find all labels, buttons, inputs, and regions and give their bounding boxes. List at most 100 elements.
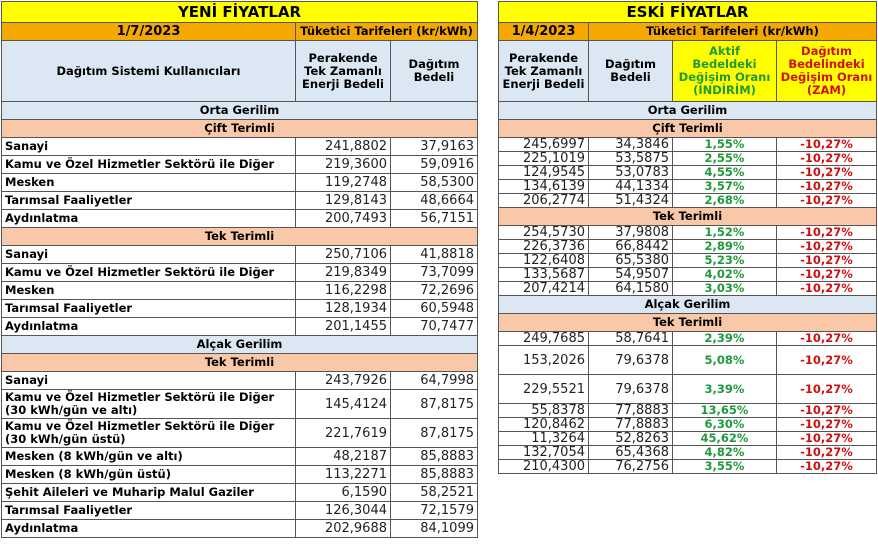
active-change-value: 4,02%: [672, 267, 777, 282]
table-row: 206,2774 51,4324 2,68% -10,27%: [498, 193, 877, 208]
old-prices-table: ESKİ FİYATLAR 1/4/2023 Tüketici Tarifeler…: [498, 1, 877, 474]
group-label: Çift Terimli: [498, 119, 877, 138]
new-prices-table: YENİ FİYATLAR 1/7/2023 Tüketici Tarifeler…: [1, 1, 478, 538]
new-dist-value: 85,8883: [390, 447, 478, 466]
old-dist-value: 79,6378: [588, 374, 673, 404]
new-dist-value: 85,8883: [390, 465, 478, 484]
group-label: Tek Terimli: [498, 207, 877, 226]
new-prices-title: YENİ FİYATLAR: [1, 1, 478, 23]
old-energy-value: 249,7685: [498, 331, 589, 346]
active-change-value: 2,39%: [672, 331, 777, 346]
old-energy-value: 132,7054: [498, 445, 589, 460]
dist-change-value: -10,27%: [776, 445, 877, 460]
table-row: 55,8378 77,8883 13,65% -10,27%: [498, 403, 877, 418]
old-dist-value: 64,1580: [588, 281, 673, 296]
dist-change-value: -10,27%: [776, 151, 877, 166]
old-dist-value: 66,8442: [588, 239, 673, 254]
old-energy-value: 206,2774: [498, 193, 589, 208]
active-change-value: 5,08%: [672, 345, 777, 375]
table-row: Mesken 119,2748 58,5300: [1, 173, 478, 192]
new-dist-value: 87,8175: [390, 418, 478, 448]
new-dist-value: 58,2521: [390, 483, 478, 502]
dist-change-value: -10,27%: [776, 417, 877, 432]
new-energy-value: 126,3044: [295, 501, 391, 520]
table-row: Şehit Aileleri ve Muharip Malul Gaziler 6…: [1, 483, 478, 502]
new-energy-value: 113,2271: [295, 465, 391, 484]
new-dist-value: 73,7099: [390, 263, 478, 282]
dist-change-value: -10,27%: [776, 225, 877, 240]
new-energy-value: 48,2187: [295, 447, 391, 466]
table-row: Kamu ve Özel Hizmetler Sektörü ile Diğer…: [1, 263, 478, 282]
old-dist-value: 44,1334: [588, 179, 673, 194]
new-energy-value: 219,8349: [295, 263, 391, 282]
table-row: Kamu ve Özel Hizmetler Sektörü ile Diğer…: [1, 418, 478, 448]
new-energy-value: 250,7106: [295, 245, 391, 264]
dist-change-value: -10,27%: [776, 374, 877, 404]
old-dist-value: 51,4324: [588, 193, 673, 208]
col-old-energy-header: Perakende Tek Zamanlı Enerji Bedeli: [498, 40, 589, 102]
group-label: Tek Terimli: [1, 227, 478, 246]
table-row: 207,4214 64,1580 3,03% -10,27%: [498, 281, 877, 296]
new-dist-value: 87,8175: [390, 389, 478, 419]
section-row: Alçak Gerilim: [1, 335, 478, 354]
table-row: Tarımsal Faaliyetler 126,3044 72,1579: [1, 501, 478, 520]
old-energy-value: 254,5730: [498, 225, 589, 240]
new-dist-value: 37,9163: [390, 137, 478, 156]
active-change-value: 3,57%: [672, 179, 777, 194]
row-label: Tarımsal Faaliyetler: [1, 191, 296, 210]
table-row: Mesken (8 kWh/gün ve altı) 48,2187 85,8883: [1, 447, 478, 466]
old-dist-value: 77,8883: [588, 403, 673, 418]
group-row: Tek Terimli: [1, 227, 478, 246]
new-dist-value: 64,7998: [390, 371, 478, 390]
group-row: Çift Terimli: [1, 119, 478, 138]
new-energy-value: 200,7493: [295, 209, 391, 228]
old-energy-value: 122,6408: [498, 253, 589, 268]
table-row: 226,3736 66,8442 2,89% -10,27%: [498, 239, 877, 254]
old-energy-value: 245,6997: [498, 137, 589, 152]
active-change-value: 4,55%: [672, 165, 777, 180]
active-change-value: 5,23%: [672, 253, 777, 268]
table-row: 133,5687 54,9507 4,02% -10,27%: [498, 267, 877, 282]
new-energy-value: 221,7619: [295, 418, 391, 448]
active-change-value: 2,68%: [672, 193, 777, 208]
table-row: 120,8462 77,8883 6,30% -10,27%: [498, 417, 877, 432]
new-dist-value: 41,8818: [390, 245, 478, 264]
old-energy-value: 124,9545: [498, 165, 589, 180]
dist-change-value: -10,27%: [776, 193, 877, 208]
old-dist-value: 77,8883: [588, 417, 673, 432]
new-energy-value: 243,7926: [295, 371, 391, 390]
old-energy-value: 226,3736: [498, 239, 589, 254]
new-energy-value: 202,9688: [295, 519, 391, 538]
section-row: Orta Gerilim: [1, 101, 478, 120]
section-row: Alçak Gerilim: [498, 295, 877, 314]
old-dist-value: 76,2756: [588, 459, 673, 474]
dist-change-value: -10,27%: [776, 239, 877, 254]
old-dist-value: 79,6378: [588, 345, 673, 375]
new-energy-value: 128,1934: [295, 299, 391, 318]
row-label: Tarımsal Faaliyetler: [1, 501, 296, 520]
dist-change-value: -10,27%: [776, 267, 877, 282]
new-date: 1/7/2023: [1, 22, 296, 41]
table-row: 153,2026 79,6378 5,08% -10,27%: [498, 345, 877, 375]
section-label: Alçak Gerilim: [498, 295, 877, 314]
new-dist-value: 72,2696: [390, 281, 478, 300]
table-row: 134,6139 44,1334 3,57% -10,27%: [498, 179, 877, 194]
new-tariff-label: Tüketici Tarifeleri (kr/kWh): [295, 22, 478, 41]
active-change-value: 6,30%: [672, 417, 777, 432]
old-dist-value: 65,5380: [588, 253, 673, 268]
old-dist-value: 52,8263: [588, 431, 673, 446]
table-row: Mesken 116,2298 72,2696: [1, 281, 478, 300]
new-energy-value: 201,1455: [295, 317, 391, 336]
col-new-dist-header: Dağıtım Bedeli: [390, 40, 478, 102]
dist-change-value: -10,27%: [776, 165, 877, 180]
old-energy-value: 153,2026: [498, 345, 589, 375]
row-label: Kamu ve Özel Hizmetler Sektörü ile Diğer: [1, 155, 296, 174]
new-dist-value: 84,1099: [390, 519, 478, 538]
section-label: Alçak Gerilim: [1, 335, 478, 354]
new-energy-value: 129,8143: [295, 191, 391, 210]
table-row: Aydınlatma 202,9688 84,1099: [1, 519, 478, 538]
table-row: 210,4300 76,2756 3,55% -10,27%: [498, 459, 877, 474]
new-dist-value: 70,7477: [390, 317, 478, 336]
section-label: Orta Gerilim: [1, 101, 478, 120]
active-change-value: 45,62%: [672, 431, 777, 446]
